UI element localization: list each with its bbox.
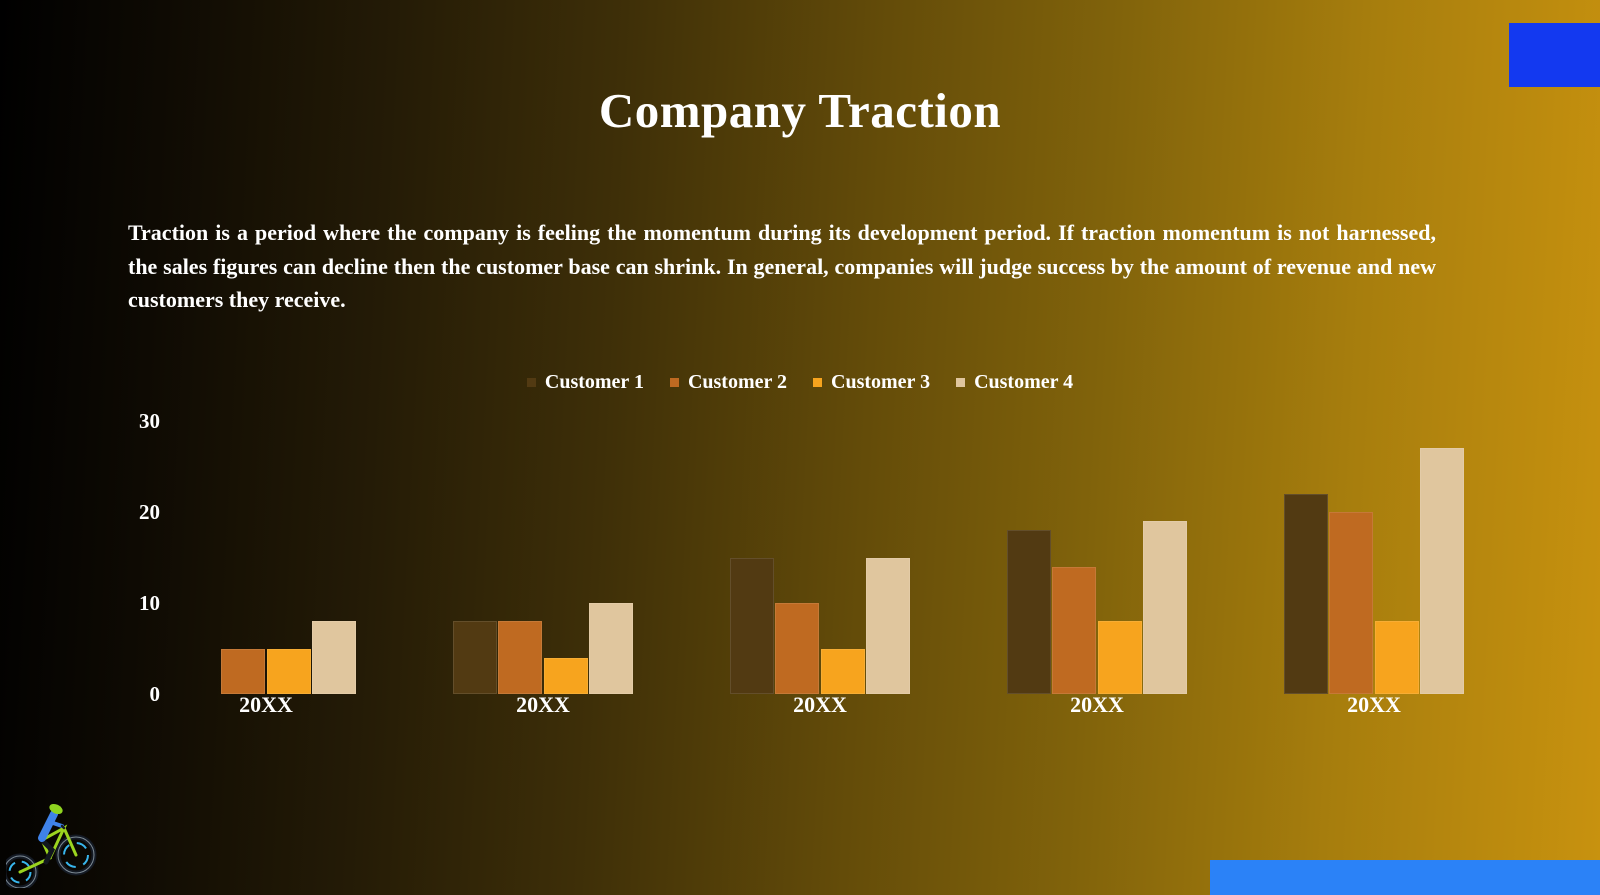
bar-customer-4 — [866, 557, 911, 694]
legend-swatch-icon — [526, 378, 536, 387]
bar-customer-2 — [498, 621, 543, 694]
x-axis-category-label: 20XX — [1347, 692, 1401, 717]
legend-swatch-icon — [956, 378, 966, 387]
y-axis-tick-label: 0 — [149, 682, 161, 706]
x-axis-category-label: 20XX — [1070, 692, 1124, 717]
bar-customer-2 — [1329, 512, 1374, 694]
legend-label: Customer 1 — [544, 371, 644, 393]
bar-customer-2 — [775, 603, 820, 694]
y-axis-tick-label: 20 — [139, 500, 160, 524]
bar-customer-4 — [1143, 521, 1188, 694]
y-axis-tick-label: 30 — [139, 409, 160, 433]
legend-label: Customer 2 — [687, 371, 787, 393]
legend-item: Customer 2 — [669, 371, 787, 394]
bar-customer-1 — [1283, 493, 1328, 694]
bar-customer-4 — [312, 621, 357, 694]
y-axis-tick-label: 10 — [139, 591, 160, 615]
legend-label: Customer 4 — [974, 371, 1074, 393]
bar-customer-3 — [1097, 621, 1142, 694]
bar-customer-3 — [266, 648, 311, 694]
x-axis-category-label: 20XX — [793, 692, 847, 717]
bicycle-logo — [6, 803, 97, 888]
bar-customer-2 — [221, 648, 266, 694]
x-axis-category-label: 20XX — [516, 692, 570, 717]
legend-label: Customer 3 — [831, 371, 931, 393]
bar-customer-1 — [729, 557, 774, 694]
chart-legend: Customer 1 Customer 2 Customer 3 Customer 4 — [0, 371, 1600, 394]
bar-customer-3 — [1374, 621, 1419, 694]
bar-customer-3 — [543, 657, 588, 694]
rear-wheel-icon — [6, 853, 39, 888]
bar-customer-4 — [1420, 448, 1465, 694]
legend-swatch-icon — [813, 378, 822, 387]
bar-customer-1 — [452, 621, 497, 694]
legend-item: Customer 1 — [526, 371, 644, 394]
bar-customer-1 — [1006, 530, 1051, 694]
legend-item: Customer 4 — [956, 371, 1073, 394]
front-wheel-icon — [55, 834, 97, 876]
legend-swatch-icon — [669, 378, 679, 387]
top-right-accent-rectangle — [1509, 23, 1600, 87]
rider — [38, 803, 66, 865]
page-title: Company Traction — [598, 83, 1002, 138]
bar-customer-4 — [589, 603, 634, 694]
bar-customer-3 — [820, 648, 865, 694]
legend-item: Customer 3 — [813, 371, 930, 394]
bottom-right-accent-bar — [1210, 860, 1600, 895]
bar-customer-2 — [1052, 566, 1097, 694]
intro-paragraph: Traction is a period where the company i… — [128, 220, 1436, 312]
x-axis-category-label: 20XX — [239, 692, 293, 717]
